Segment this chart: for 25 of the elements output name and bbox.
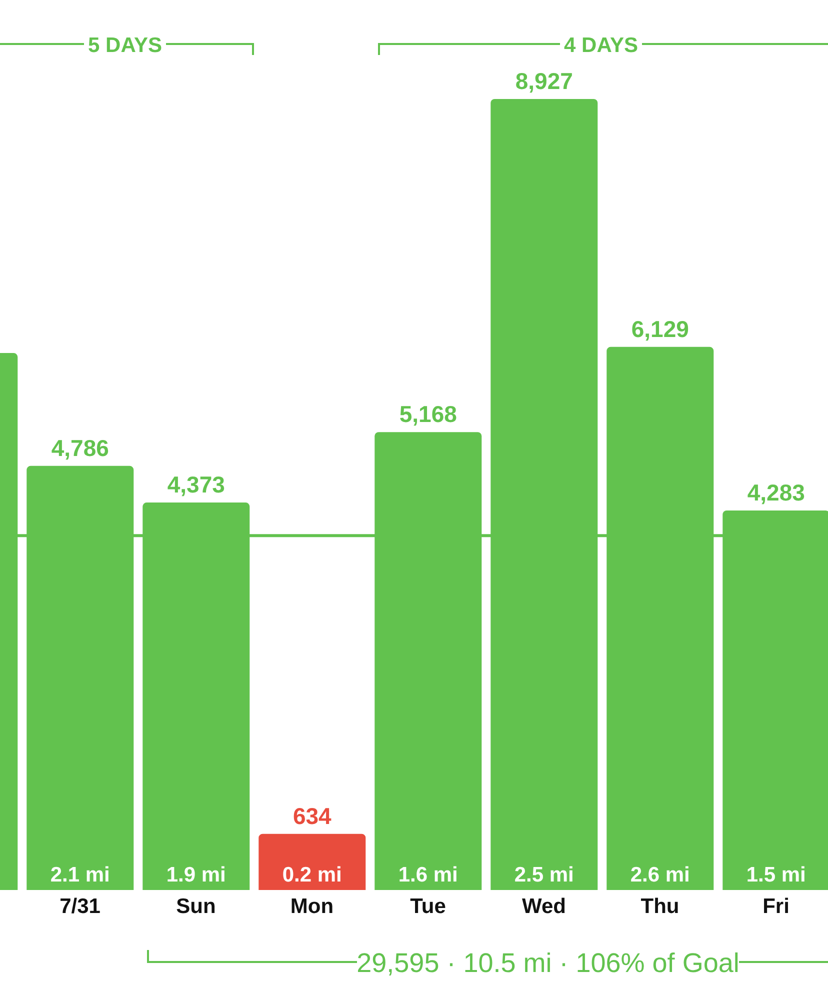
x-tick-label: Mon: [290, 894, 334, 918]
data-label: 4,786: [51, 434, 109, 461]
annotation: 1.6 mi: [398, 864, 458, 887]
text: 4 DAYS: [564, 34, 638, 57]
x-tick-label: Fri: [762, 894, 790, 918]
x-tick-label: 7/31: [60, 894, 101, 918]
annotation: 1.9 mi: [166, 864, 226, 887]
annotation: 2.6 mi: [630, 864, 690, 887]
annotation: 0.2 mi: [282, 864, 342, 887]
data-label: 634: [292, 802, 332, 829]
x-tick-label: Sun: [176, 894, 216, 918]
data-label: 4,283: [747, 479, 805, 506]
x-tick-label: Tue: [410, 894, 446, 918]
data-label: 5,168: [399, 401, 458, 428]
data-label: 8,927: [515, 68, 573, 94]
data-label: 6,129: [631, 316, 689, 342]
annotation: 1.5 mi: [746, 864, 806, 887]
annotation: 2.1 mi: [50, 864, 110, 887]
text: 5 DAYS: [88, 34, 162, 57]
x-tick-label: Wed: [522, 894, 566, 918]
annotation: 2.5 mi: [514, 864, 574, 887]
bar: [258, 834, 366, 890]
data-label: 4,373: [167, 472, 225, 498]
text: 29,595 · 10.5 mi · 106% of Goal: [356, 948, 740, 978]
x-tick-label: Thu: [640, 894, 680, 918]
